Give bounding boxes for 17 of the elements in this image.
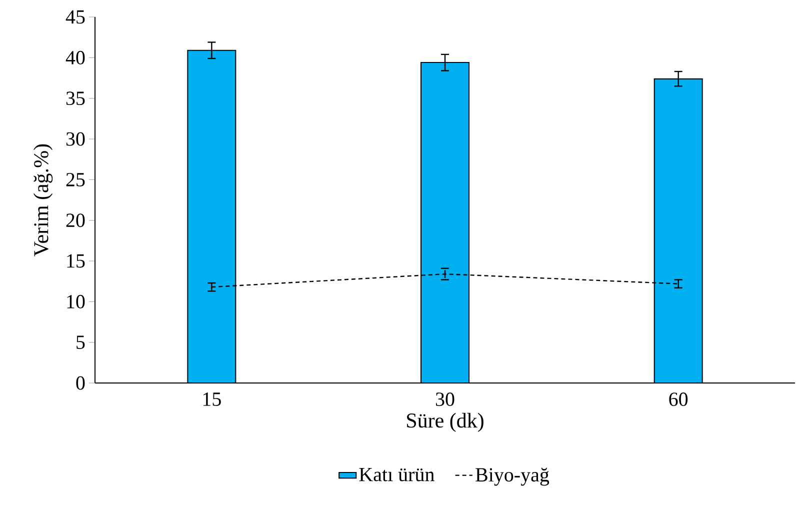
- y-tick-label: 15: [67, 254, 85, 268]
- x-tick-label: 60: [669, 392, 688, 406]
- legend-label: Biyo-yağ: [476, 468, 550, 486]
- y-tick-label: 25: [66, 172, 85, 186]
- x-tick-label: 15: [203, 392, 221, 406]
- y-tick-label: 20: [66, 214, 85, 228]
- x-tick-label: 30: [436, 392, 454, 406]
- legend-label: Katı ürün: [359, 468, 434, 482]
- y-tick-label: 0: [76, 376, 85, 390]
- y-tick-label: 40: [66, 50, 85, 64]
- y-axis-title: Verim (ağ.%): [34, 144, 53, 256]
- y-tick-label: 35: [66, 92, 85, 106]
- y-tick-label: 45: [66, 10, 85, 24]
- y-tick-label: 30: [66, 132, 85, 146]
- y-tick-label: 10: [67, 294, 85, 308]
- x-axis-title: Süre (dk): [407, 412, 484, 432]
- y-tick-label: 5: [76, 336, 85, 349]
